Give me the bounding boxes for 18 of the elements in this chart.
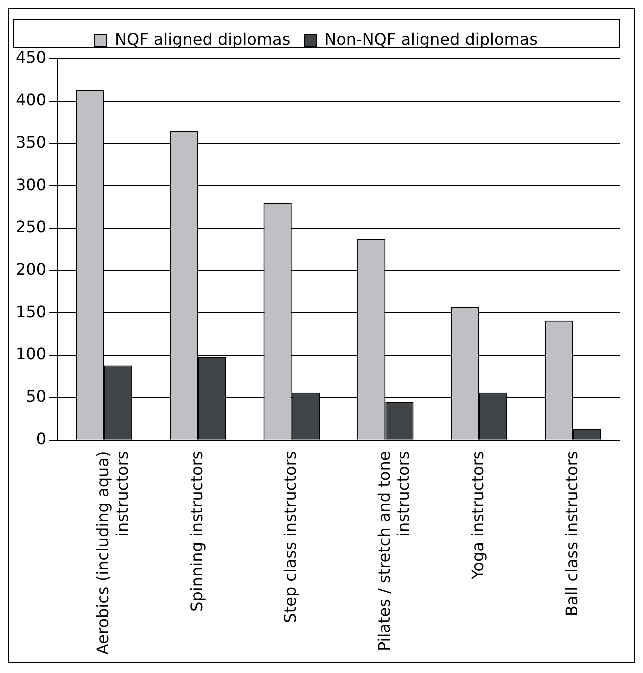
x-tick-label: Yoga instructors xyxy=(468,451,488,580)
x-tick-label: Aerobics (including aqua) instructors xyxy=(94,451,132,655)
y-tick-label: 250 xyxy=(16,218,47,237)
legend-label: Non-NQF aligned diplomas xyxy=(324,30,538,50)
x-tick-label: Step class instructors xyxy=(281,451,300,624)
y-tick-label: 300 xyxy=(16,175,47,194)
x-tick-label: Pilates / stretch and tone instructors xyxy=(374,451,413,652)
y-tick-label: 350 xyxy=(16,132,47,152)
x-tick-label: Spinning instructors xyxy=(187,451,206,612)
y-tick-label: 400 xyxy=(16,90,47,110)
y-tick-label: 100 xyxy=(16,344,47,364)
y-tick-label: 150 xyxy=(16,302,47,322)
y-tick-label: 50 xyxy=(26,387,47,406)
x-tick-label: Ball class instructors xyxy=(562,451,582,617)
y-tick-label: 0 xyxy=(36,429,47,448)
legend-label: NQF aligned diplomas xyxy=(115,30,291,50)
y-tick-label: 450 xyxy=(16,48,47,68)
y-tick-label: 200 xyxy=(16,260,47,279)
